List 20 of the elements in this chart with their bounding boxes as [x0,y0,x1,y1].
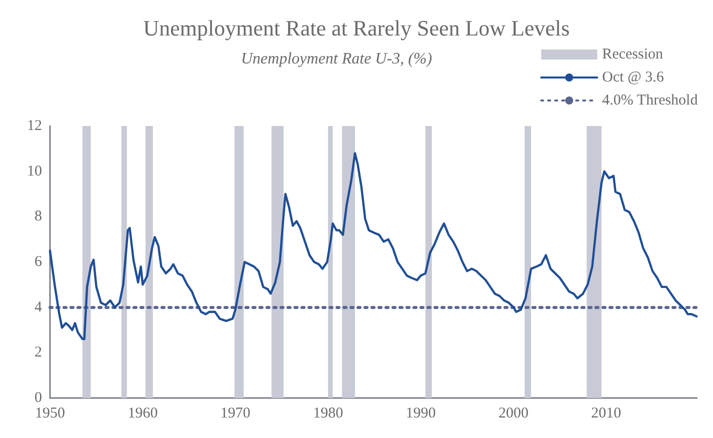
x-tick-label: 2000 [498,406,528,422]
legend-label: Oct @ 3.6 [602,70,664,86]
chart-title: Unemployment Rate at Rarely Seen Low Levels [143,16,570,40]
y-tick-label: 8 [34,208,42,225]
x-tick-label: 1980 [313,406,344,422]
legend-label: Recession [602,46,664,62]
x-tick-label: 1950 [35,406,65,422]
x-tick-label: 1970 [220,406,250,422]
x-tick-label: 2010 [591,406,622,422]
line-series [48,152,698,340]
y-tick-label: 10 [27,163,42,180]
y-tick-label: 12 [27,118,42,134]
y-tick-label: 4 [34,299,42,316]
x-tick-label: 1990 [406,406,436,422]
y-tick-label: 2 [34,344,42,361]
legend-label: 4.0% Threshold [602,92,698,108]
x-tick-label: 1960 [128,406,158,422]
chart-subtitle: Unemployment Rate U-3, (%) [241,50,432,68]
y-tick-label: 6 [34,254,42,270]
y-tick-label: 0 [34,390,42,406]
